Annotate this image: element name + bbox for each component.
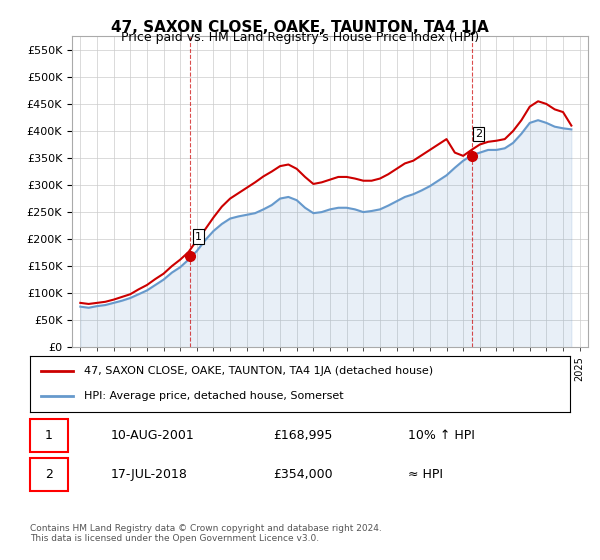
Text: £168,995: £168,995 [273,429,332,442]
Text: 10% ↑ HPI: 10% ↑ HPI [408,429,475,442]
Text: 1: 1 [195,232,202,241]
FancyBboxPatch shape [30,419,68,452]
Text: 2: 2 [475,129,482,139]
Text: 47, SAXON CLOSE, OAKE, TAUNTON, TA4 1JA: 47, SAXON CLOSE, OAKE, TAUNTON, TA4 1JA [111,20,489,35]
Text: 10-AUG-2001: 10-AUG-2001 [111,429,195,442]
Text: 17-JUL-2018: 17-JUL-2018 [111,468,188,481]
Text: HPI: Average price, detached house, Somerset: HPI: Average price, detached house, Some… [84,391,344,401]
Text: ≈ HPI: ≈ HPI [408,468,443,481]
FancyBboxPatch shape [30,458,68,492]
Text: £354,000: £354,000 [273,468,332,481]
Text: Contains HM Land Registry data © Crown copyright and database right 2024.
This d: Contains HM Land Registry data © Crown c… [30,524,382,543]
Text: 47, SAXON CLOSE, OAKE, TAUNTON, TA4 1JA (detached house): 47, SAXON CLOSE, OAKE, TAUNTON, TA4 1JA … [84,366,433,376]
Text: 1: 1 [45,429,53,442]
Text: Price paid vs. HM Land Registry's House Price Index (HPI): Price paid vs. HM Land Registry's House … [121,31,479,44]
Text: 2: 2 [45,468,53,481]
